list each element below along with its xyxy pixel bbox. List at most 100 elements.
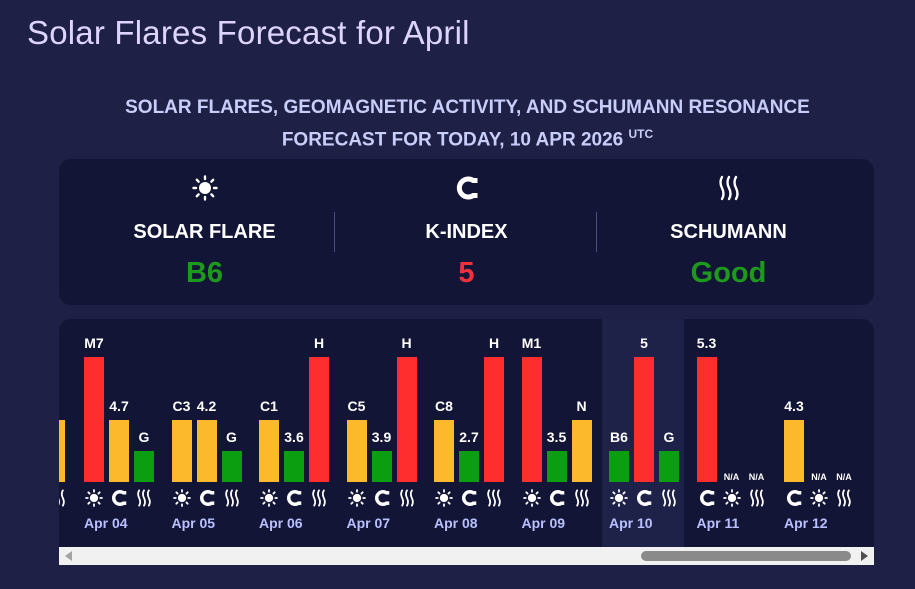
kindex-label: 3.9 [371, 429, 392, 445]
kindex-bar [196, 420, 217, 482]
scroll-left-arrow-icon[interactable] [65, 551, 72, 561]
scrollbar-thumb[interactable] [641, 551, 851, 561]
solar-flare-label: C5 [347, 398, 366, 414]
schumann-value: Good [690, 257, 767, 289]
magnet-icon [110, 489, 130, 509]
solar-flare-label: C8 [435, 398, 453, 414]
kindex-bar [784, 420, 804, 482]
kindex-label: 4.7 [109, 398, 129, 414]
waves-icon [59, 489, 69, 509]
scroll-right-arrow-icon[interactable] [861, 551, 868, 561]
schumann-label: H [488, 335, 500, 351]
sun-icon [85, 489, 105, 509]
waves-icon [135, 489, 155, 509]
solar-flare-bar [84, 357, 104, 482]
divider [596, 212, 597, 252]
magnet-icon [785, 489, 805, 509]
magnet-icon [331, 175, 602, 203]
solar-flare-bar [259, 420, 279, 482]
day-date-label: Apr 08 [434, 515, 478, 531]
solar-flare-label: SOLAR FLARE [133, 221, 276, 243]
kindex-label: 3.6 [284, 429, 304, 445]
divider [334, 212, 335, 252]
day-date-label: Apr 11 [696, 515, 740, 531]
kindex-label: 2.7 [459, 429, 479, 445]
schumann-label: H [401, 335, 412, 351]
magnet-icon [198, 489, 218, 509]
day-date-label: Apr 12 [784, 515, 828, 531]
sun-icon [260, 489, 280, 509]
kindex-bar [371, 451, 392, 482]
solar-flare-bar [434, 420, 454, 482]
solar-flare-value: B6 [185, 257, 224, 289]
partial-solar-bar [59, 420, 65, 482]
kindex-label: 5.3 [696, 335, 717, 351]
schumann-na-label: N/A [748, 472, 765, 482]
magnet-icon [635, 489, 655, 509]
waves-icon [748, 489, 768, 509]
schumann-label: H [313, 335, 325, 351]
solar-flare-label: M1 [521, 335, 542, 351]
subtitle-line-2: FORECAST FOR TODAY, 10 APR 2026 [281, 129, 624, 151]
schumann-bar [484, 357, 504, 482]
solar-flare-na-label: N/A [723, 472, 740, 482]
schumann-bar [134, 451, 154, 482]
summary-solar: SOLAR FLARE B6 [69, 159, 340, 305]
schumann-na-label: N/A [836, 472, 852, 482]
schumann-bar [309, 357, 329, 482]
kindex-label: 5 [640, 335, 648, 351]
kindex-bar [109, 420, 129, 482]
day-date-label: Apr 07 [346, 515, 391, 531]
kindex-bar [284, 451, 304, 482]
summary-kindex: K-INDEX 5 [331, 159, 602, 305]
sun-icon [172, 489, 193, 509]
solar-flare-bar [346, 420, 367, 482]
day-date-label: Apr 04 [84, 515, 128, 531]
kindex-value: 5 [458, 257, 475, 289]
day-date-label: Apr 10 [609, 515, 653, 531]
waves-icon [485, 489, 505, 509]
subtitle-line-1: SOLAR FLARES, GEOMAGNETIC ACTIVITY, AND … [125, 97, 810, 118]
solar-flare-label: B6 [610, 429, 628, 445]
schumann-label: G [663, 429, 675, 445]
waves-icon [835, 489, 855, 509]
solar-flare-label: C3 [172, 398, 191, 414]
magnet-icon [285, 489, 305, 509]
page-title: Solar Flares Forecast for April [27, 14, 470, 51]
magnet-icon [460, 489, 480, 509]
forecast-subtitle: SOLAR FLARES, GEOMAGNETIC ACTIVITY, AND … [60, 95, 875, 153]
solar-flare-label: M7 [84, 335, 104, 351]
sun-icon [69, 175, 340, 203]
horizontal-scrollbar[interactable] [59, 547, 874, 565]
solar-flare-bar [171, 420, 192, 482]
schumann-label: G [138, 429, 150, 445]
magnet-icon [548, 489, 568, 509]
schumann-bar [396, 357, 417, 482]
waves-icon [223, 489, 243, 509]
solar-flare-bar [609, 451, 629, 482]
schumann-bar [659, 451, 679, 482]
sun-icon [610, 489, 630, 509]
kindex-label: 3.5 [546, 429, 567, 445]
summary-panel: SOLAR FLARE B6 K-INDEX 5 SCHUMANN Good [59, 159, 874, 305]
waves-icon [310, 489, 330, 509]
schumann-label: SCHUMANN [670, 221, 787, 243]
magnet-icon [698, 489, 718, 509]
forecast-timeline[interactable]: M7 4.7 G Apr 04 C3 4.2 G Apr 05 C1 3.6 H Apr 06 C5 3.… [59, 319, 874, 547]
utc-label: UTC [628, 127, 654, 141]
sun-icon [810, 489, 830, 509]
schumann-bar [221, 451, 242, 482]
day-date-label: Apr 05 [171, 515, 216, 531]
sun-icon [722, 489, 743, 509]
kindex-bar [634, 357, 654, 482]
sun-icon [347, 489, 368, 509]
waves-icon [573, 489, 593, 509]
kindex-bar [459, 451, 479, 482]
summary-schumann: SCHUMANN Good [593, 159, 864, 305]
kindex-bar [696, 357, 717, 482]
kindex-label: 4.3 [784, 398, 804, 414]
schumann-bar [571, 420, 592, 482]
sun-icon [435, 489, 455, 509]
solar-flare-label: C1 [260, 398, 278, 414]
kindex-label: 4.2 [196, 398, 217, 414]
